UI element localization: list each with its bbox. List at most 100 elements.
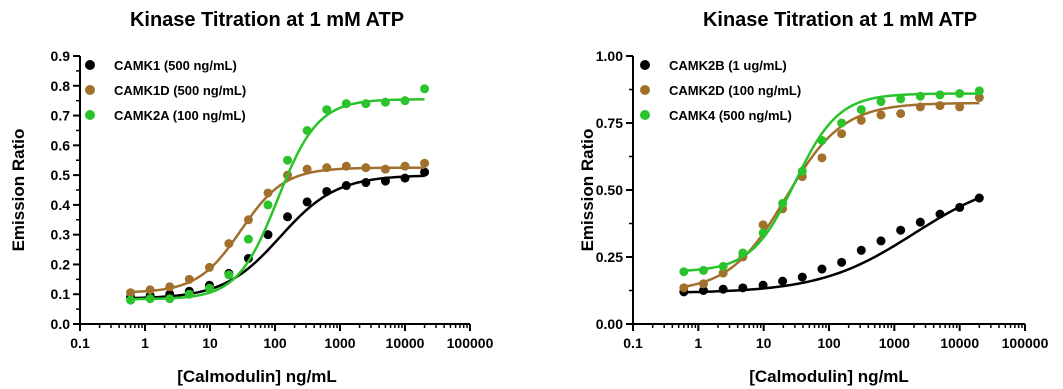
data-point xyxy=(302,164,312,174)
y-tick-label: 0.0 xyxy=(51,316,71,332)
data-point xyxy=(876,97,886,107)
data-point xyxy=(718,261,728,271)
data-point xyxy=(758,220,768,230)
data-point xyxy=(224,239,234,249)
fit-curve xyxy=(130,166,425,294)
data-point xyxy=(876,236,886,246)
data-point xyxy=(837,118,847,128)
y-tick-label: 0.75 xyxy=(596,115,623,131)
data-point xyxy=(955,89,965,99)
data-point xyxy=(380,176,390,186)
data-point xyxy=(837,129,847,139)
data-point xyxy=(817,153,827,163)
data-point xyxy=(955,102,965,112)
data-point xyxy=(204,262,214,272)
x-axis-label: [Calmodulin] ng/mL xyxy=(177,367,337,386)
data-point xyxy=(718,284,728,294)
data-point xyxy=(341,181,351,191)
y-tick-label: 0.50 xyxy=(596,182,623,198)
data-point xyxy=(778,198,788,208)
fit-curve xyxy=(683,92,980,272)
data-point xyxy=(817,135,827,145)
legend-label: CAMK1 (500 ng/mL) xyxy=(114,58,237,73)
y-tick-label: 0.1 xyxy=(51,286,71,302)
data-point xyxy=(876,110,886,120)
data-point xyxy=(361,178,371,188)
y-tick-label: 0.7 xyxy=(51,108,71,124)
data-point xyxy=(380,97,390,107)
x-tick-label: 100 xyxy=(263,335,287,351)
data-point xyxy=(738,248,748,258)
data-point xyxy=(165,294,175,304)
fit-curve xyxy=(130,98,425,301)
y-tick-label: 1.00 xyxy=(596,48,623,64)
data-point xyxy=(915,217,925,227)
data-point xyxy=(263,200,273,210)
y-axis-label: Emission Ratio xyxy=(578,129,597,252)
data-point xyxy=(797,272,807,282)
y-tick-label: 0.9 xyxy=(51,48,71,64)
data-point xyxy=(896,225,906,235)
x-tick-label: 0.1 xyxy=(623,335,643,351)
data-point xyxy=(302,125,312,135)
data-point xyxy=(935,101,945,111)
data-point xyxy=(837,257,847,267)
x-axis-label: [Calmodulin] ng/mL xyxy=(749,367,909,386)
data-point xyxy=(145,294,155,304)
data-point xyxy=(380,164,390,174)
data-point xyxy=(955,202,965,212)
x-tick-label: 1000 xyxy=(324,335,355,351)
x-tick-label: 10 xyxy=(202,335,218,351)
data-point xyxy=(797,166,807,176)
y-tick-label: 0.5 xyxy=(51,167,71,183)
legend-marker xyxy=(85,85,95,95)
data-point xyxy=(935,90,945,100)
x-tick-label: 0.1 xyxy=(70,335,90,351)
data-point xyxy=(165,282,175,292)
data-point xyxy=(263,188,273,198)
x-tick-label: 1 xyxy=(694,335,702,351)
data-point xyxy=(361,99,371,109)
y-tick-label: 0.6 xyxy=(51,137,71,153)
data-point xyxy=(184,274,194,284)
data-point xyxy=(699,279,709,289)
data-point xyxy=(322,105,332,115)
data-point xyxy=(778,276,788,286)
data-point xyxy=(243,234,253,244)
data-point xyxy=(817,264,827,274)
data-point xyxy=(758,228,768,238)
x-tick-label: 100000 xyxy=(447,335,494,351)
data-point xyxy=(679,267,689,277)
x-tick-label: 1 xyxy=(141,335,149,351)
y-tick-label: 0.4 xyxy=(51,197,71,213)
data-point xyxy=(699,265,709,275)
data-point xyxy=(896,94,906,104)
data-point xyxy=(243,215,253,225)
data-point xyxy=(302,197,312,207)
data-point xyxy=(400,161,410,171)
data-point xyxy=(420,167,430,177)
data-point xyxy=(856,115,866,125)
y-tick-label: 0.8 xyxy=(51,78,71,94)
fit-curve xyxy=(683,101,980,289)
data-point xyxy=(283,155,293,165)
x-tick-label: 10000 xyxy=(386,335,425,351)
data-point xyxy=(400,173,410,183)
legend-label: CAMK2A (100 ng/mL) xyxy=(114,108,246,123)
legend-label: CAMK2D (100 ng/mL) xyxy=(669,83,801,98)
data-point xyxy=(915,91,925,101)
data-point xyxy=(896,109,906,119)
data-point xyxy=(400,96,410,106)
data-point xyxy=(758,280,768,290)
data-point xyxy=(856,105,866,115)
y-tick-label: 0.00 xyxy=(596,316,623,332)
data-point xyxy=(738,283,748,293)
legend-marker xyxy=(85,60,95,70)
data-point xyxy=(915,102,925,112)
data-point xyxy=(204,283,214,293)
data-point xyxy=(974,93,984,103)
x-tick-label: 10000 xyxy=(940,335,979,351)
chart-title: Kinase Titration at 1 mM ATP xyxy=(703,9,977,31)
data-point xyxy=(341,161,351,171)
